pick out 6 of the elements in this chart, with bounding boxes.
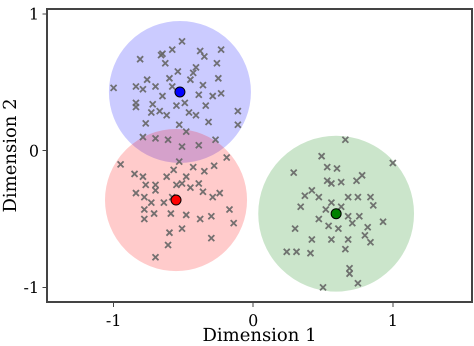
x-tick-label: -1 [106,310,122,330]
y-tick-label: 1 [28,4,40,24]
y-tick-label: 0 [28,141,40,160]
y-tick-label: -1 [23,278,40,297]
y-axis-title: Dimension 2 [0,98,22,213]
x-tick-label: 1 [388,310,398,330]
